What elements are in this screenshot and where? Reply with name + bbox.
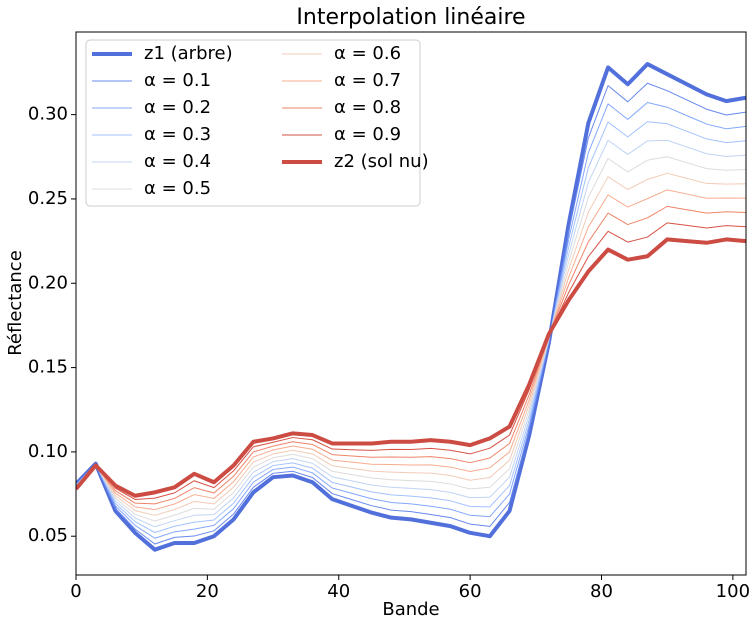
legend-label: z1 (arbre) [144,43,233,64]
legend-label: α = 0.9 [334,124,401,145]
legend-label: α = 0.3 [144,124,211,145]
legend-box [85,39,421,207]
series-line [76,62,746,552]
series-line [76,205,746,505]
x-tick-label: 60 [459,581,482,602]
legend-label: α = 0.7 [334,70,401,91]
x-tick-label: 20 [196,581,219,602]
y-tick-label: 0.15 [28,357,68,378]
chart-title: Interpolation linéaire [296,5,525,30]
legend: z1 (arbre) α = 0.1 α = 0.2 α = 0.3 α = 0.4 α … [85,39,429,207]
series-line [76,172,746,516]
x-tick-label: 0 [70,581,81,602]
series-line [76,237,746,498]
plot-lines [76,62,746,552]
y-tick-label: 0.10 [28,441,68,462]
legend-label: α = 0.2 [144,97,211,118]
legend-label: α = 0.6 [334,43,401,64]
y-tick-label: 0.25 [28,188,68,209]
legend-label: α = 0.1 [144,70,211,91]
series-line [76,121,746,533]
y-tick-label: 0.20 [28,272,68,293]
legend-label: z2 (sol nu) [334,151,429,172]
series-line [76,139,746,528]
legend-label: α = 0.5 [144,178,211,199]
plot-frame [75,31,747,576]
x-tick-label: 80 [590,581,613,602]
x-tick-label: 40 [327,581,350,602]
x-tick-label: 100 [716,581,750,602]
y-tick-label: 0.05 [28,525,68,546]
x-axis-label: Bande [382,599,439,620]
legend-label: α = 0.4 [144,151,211,172]
series-line [76,189,746,511]
y-axis-label: Réflectance [5,250,26,356]
y-tick-label: 0.30 [28,104,68,125]
legend-label: α = 0.8 [334,97,401,118]
series-line [76,101,746,539]
series-line [76,222,746,500]
series-line [76,82,746,545]
series-line [76,156,746,522]
